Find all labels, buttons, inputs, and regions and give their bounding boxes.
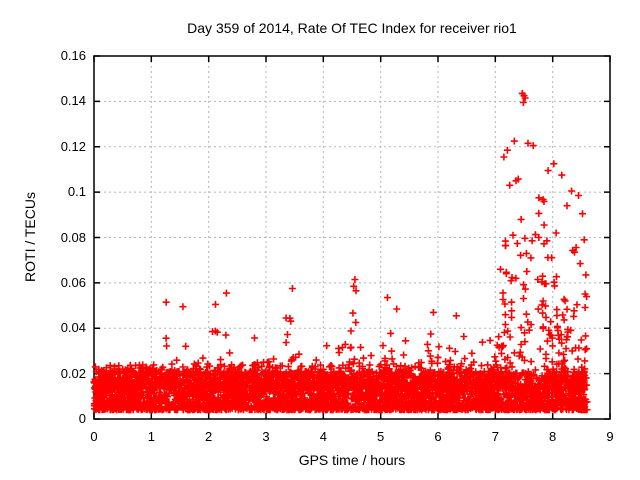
y-tick-label: 0.02	[60, 365, 86, 381]
x-tick-label: 5	[377, 429, 385, 444]
gridlines	[94, 56, 610, 419]
x-tick-label: 1	[147, 429, 155, 444]
x-tick-label: 9	[606, 429, 614, 444]
y-tick-label: 0.06	[60, 274, 86, 290]
x-tick-label: 7	[491, 429, 499, 444]
y-tick-label: 0.08	[60, 229, 86, 245]
y-tick-label: 0.16	[60, 48, 86, 63]
x-tick-label: 8	[549, 429, 557, 444]
y-tick-label: 0.14	[60, 93, 86, 109]
chart-title: Day 359 of 2014, Rate Of TEC Index for r…	[187, 20, 517, 36]
x-tick-label: 0	[90, 429, 98, 444]
x-axis-label: GPS time / hours	[298, 452, 406, 468]
axis-ticks	[93, 55, 611, 420]
x-tick-label: 6	[434, 429, 442, 444]
y-tick-label: 0.12	[60, 138, 86, 154]
y-tick-label: 0.1	[67, 184, 86, 200]
y-tick-label: 0	[78, 411, 86, 426]
x-tick-label: 3	[262, 429, 270, 444]
x-tick-label: 4	[319, 429, 327, 444]
y-tick-label: 0.04	[60, 320, 86, 336]
x-tick-label: 2	[205, 429, 213, 444]
scatter-points	[90, 89, 591, 414]
